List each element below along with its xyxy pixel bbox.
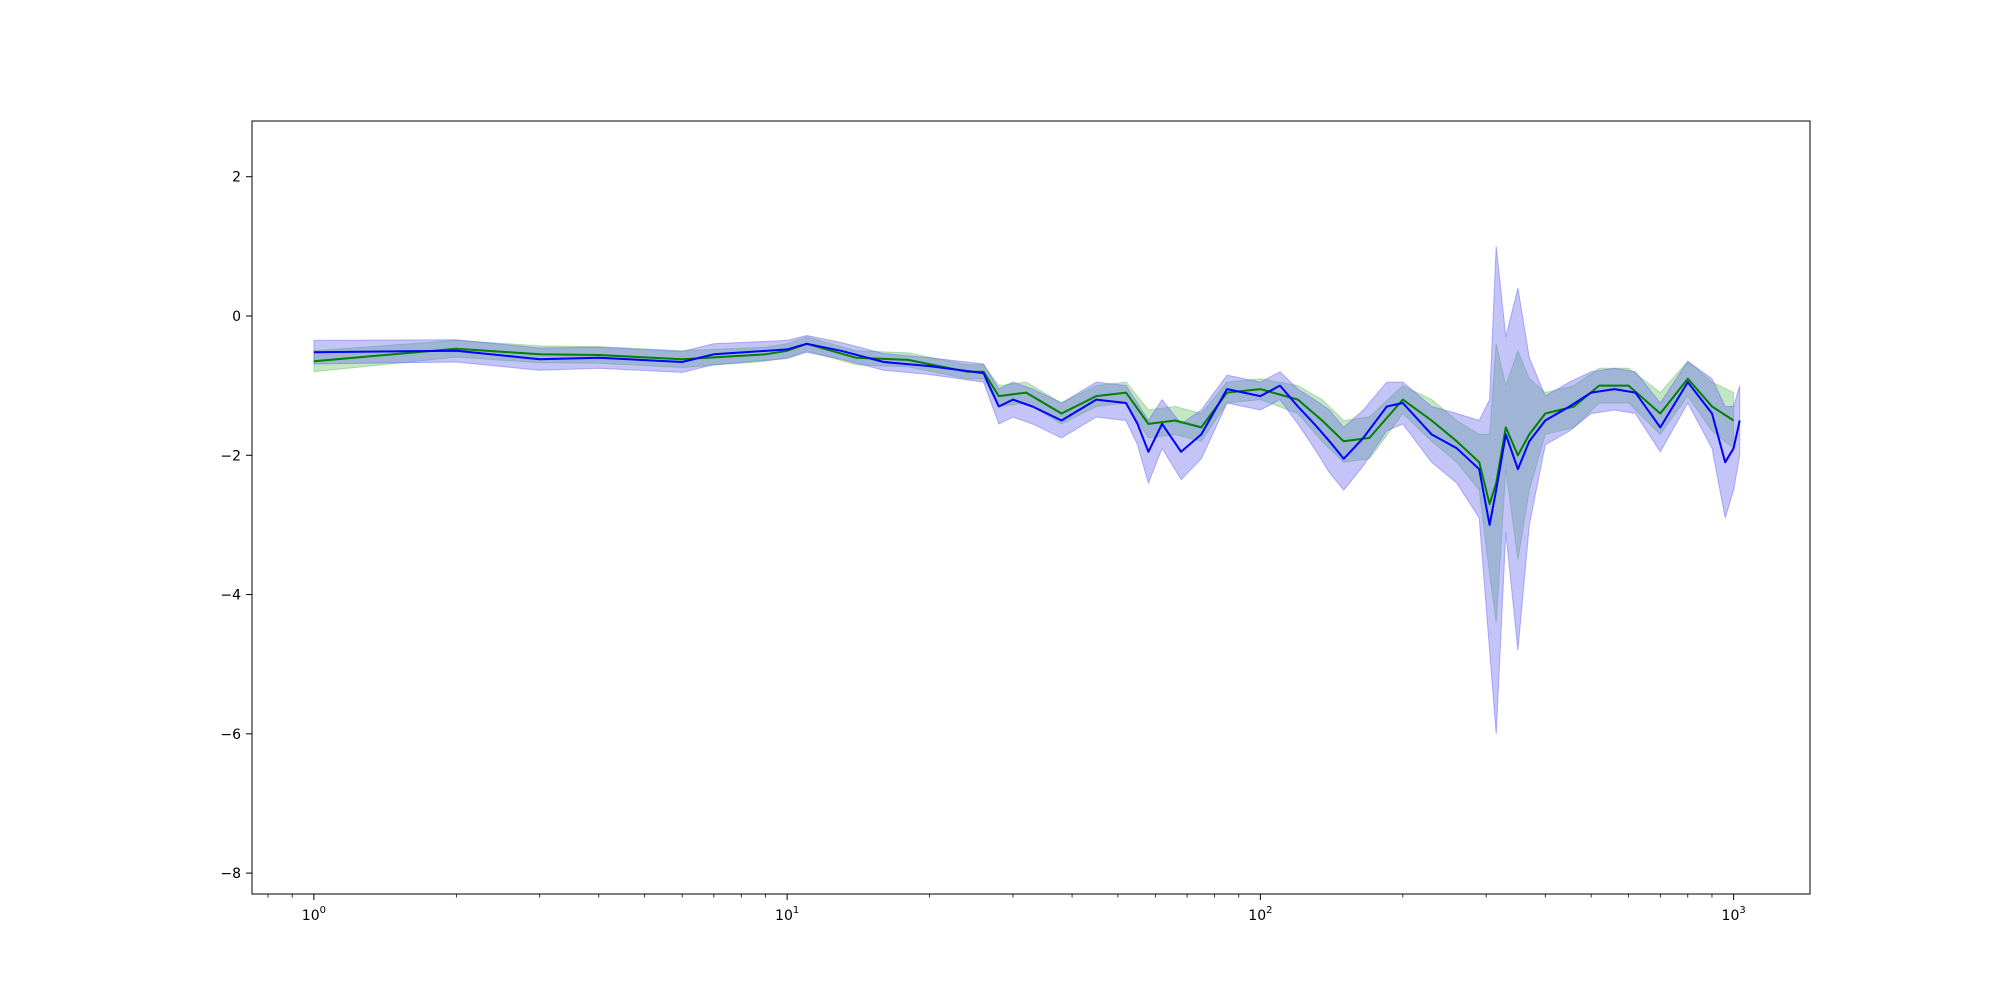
x-tick-label: 101 (775, 905, 799, 924)
y-tick-label: −8 (220, 866, 241, 882)
series-2-line (313, 342, 1741, 526)
x-axis: 100 101 102 103 (267, 894, 1746, 924)
x-tick-label: 103 (1722, 905, 1746, 924)
y-axis: 2 0 −2 −4 −6 −8 (220, 170, 252, 882)
y-tick-label: 2 (232, 170, 241, 186)
x-tick-label: 102 (1248, 905, 1272, 924)
x-tick-label: 100 (302, 905, 326, 924)
y-tick-label: −4 (220, 588, 241, 604)
y-tick-label: −6 (220, 727, 241, 743)
plot-frame (251, 120, 1811, 895)
y-tick-label: −2 (220, 448, 241, 464)
series-2-band (313, 246, 1741, 734)
y-tick-label: 0 (232, 309, 241, 325)
series-lines (313, 342, 1741, 526)
